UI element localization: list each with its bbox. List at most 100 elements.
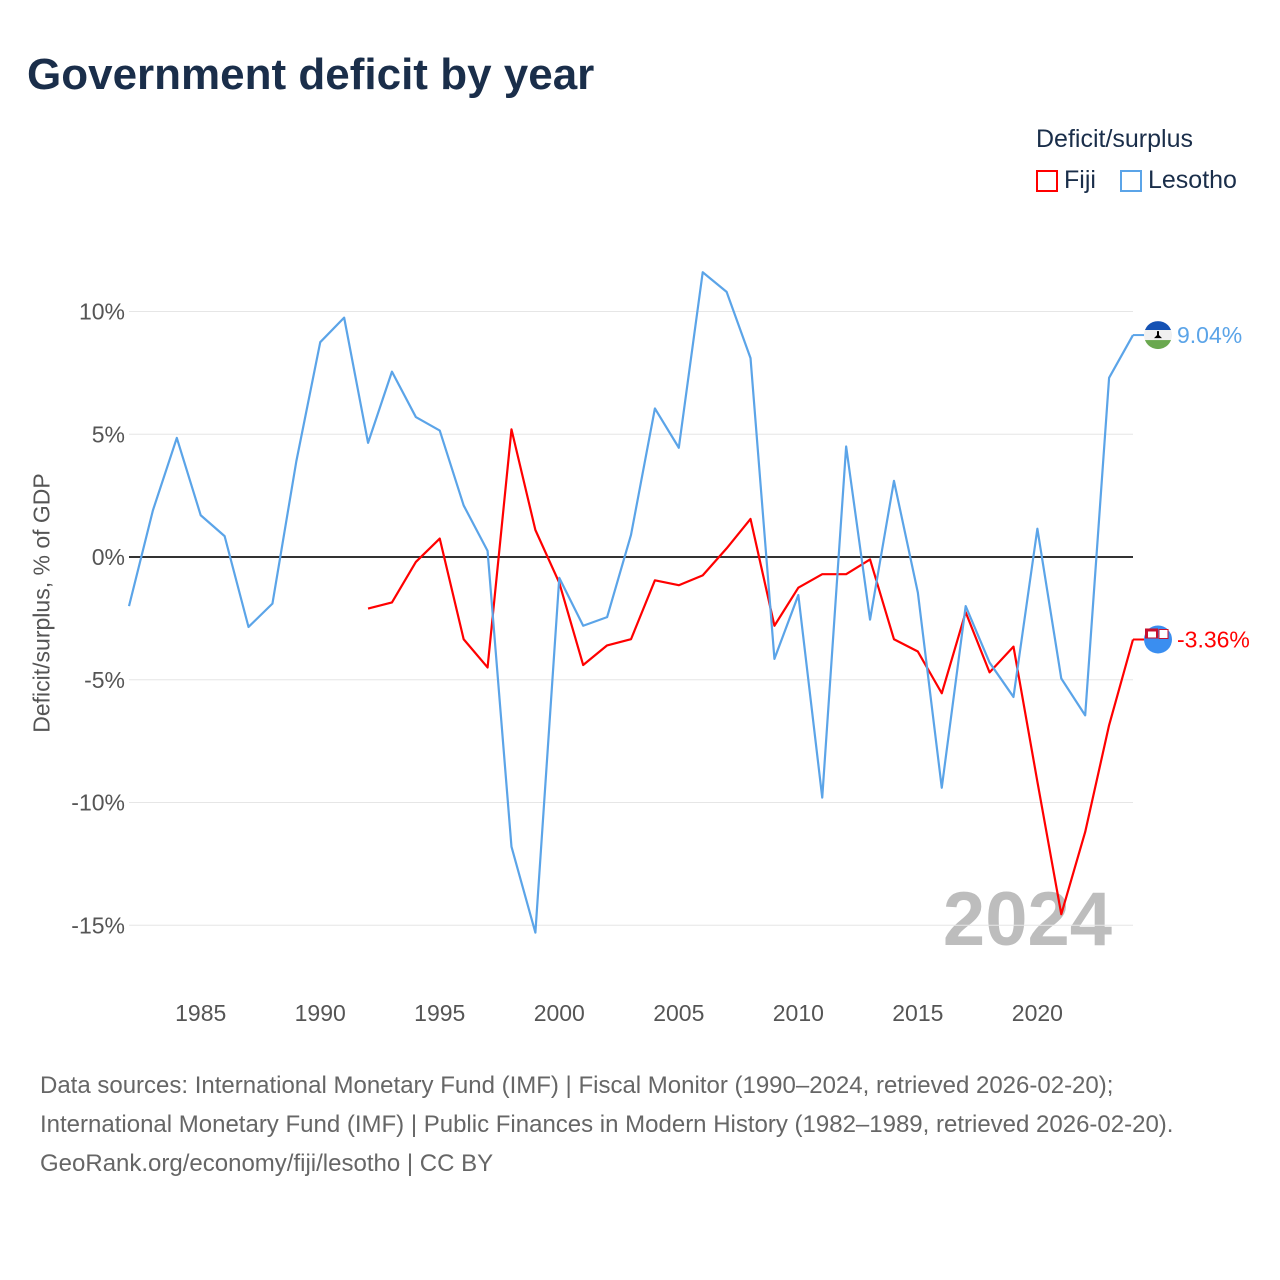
chart-title: Government deficit by year xyxy=(27,50,595,99)
x-tick-label: 1985 xyxy=(175,1000,226,1026)
footer: Data sources: International Monetary Fun… xyxy=(40,1066,1240,1183)
data-point-lesotho[interactable] xyxy=(389,369,395,375)
data-point-lesotho[interactable] xyxy=(341,315,347,321)
x-tick-label: 2005 xyxy=(653,1000,704,1026)
data-point-fiji[interactable] xyxy=(485,664,491,670)
series-line-fiji[interactable] xyxy=(367,428,1135,916)
data-point-lesotho[interactable] xyxy=(461,502,467,508)
data-point-lesotho[interactable] xyxy=(748,355,754,361)
data-point-lesotho[interactable] xyxy=(700,269,706,275)
x-tick-label: 2000 xyxy=(534,1000,585,1026)
data-point-fiji[interactable] xyxy=(508,426,514,432)
legend-item-fiji[interactable]: Fiji xyxy=(1036,166,1096,195)
end-label-fiji: -3.36% xyxy=(1177,626,1250,652)
y-tick-label: -5% xyxy=(84,667,125,693)
data-point-lesotho[interactable] xyxy=(843,444,849,450)
legend-swatch-fiji xyxy=(1036,169,1058,192)
data-point-lesotho[interactable] xyxy=(963,603,969,609)
data-point-fiji[interactable] xyxy=(843,571,849,577)
data-point-lesotho[interactable] xyxy=(676,445,682,451)
data-point-lesotho[interactable] xyxy=(485,548,491,554)
data-point-fiji[interactable] xyxy=(939,690,945,696)
legend-title: Deficit/surplus xyxy=(1036,125,1193,153)
data-point-lesotho[interactable] xyxy=(126,603,132,609)
data-point-lesotho[interactable] xyxy=(819,795,825,801)
data-point-fiji[interactable] xyxy=(628,636,634,642)
data-point-fiji[interactable] xyxy=(365,606,371,612)
data-point-lesotho[interactable] xyxy=(437,428,443,434)
data-point-fiji[interactable] xyxy=(1034,779,1040,785)
data-point-lesotho[interactable] xyxy=(1010,694,1016,700)
data-point-lesotho[interactable] xyxy=(795,592,801,598)
data-point-lesotho[interactable] xyxy=(652,405,658,411)
data-point-lesotho[interactable] xyxy=(365,440,371,446)
data-point-fiji[interactable] xyxy=(724,545,730,551)
data-point-fiji[interactable] xyxy=(1082,829,1088,835)
data-point-lesotho[interactable] xyxy=(222,533,228,539)
legend-label-fiji: Fiji xyxy=(1064,166,1096,194)
x-tick-label: 2015 xyxy=(892,1000,943,1026)
data-point-lesotho[interactable] xyxy=(269,601,275,607)
data-point-fiji[interactable] xyxy=(867,556,873,562)
year-watermark: 2024 xyxy=(943,877,1112,962)
data-point-fiji[interactable] xyxy=(604,642,610,648)
data-point-fiji[interactable] xyxy=(437,536,443,542)
data-point-lesotho[interactable] xyxy=(1034,526,1040,532)
data-point-fiji[interactable] xyxy=(795,585,801,591)
flag-fiji-icon xyxy=(1144,625,1172,654)
data-point-fiji[interactable] xyxy=(580,662,586,668)
data-point-fiji[interactable] xyxy=(891,636,897,642)
data-point-lesotho[interactable] xyxy=(532,930,538,936)
data-point-lesotho[interactable] xyxy=(771,656,777,662)
x-tick-label: 1995 xyxy=(414,1000,465,1026)
flag-lesotho-icon xyxy=(1144,321,1172,350)
data-point-lesotho[interactable] xyxy=(891,478,897,484)
data-point-lesotho[interactable] xyxy=(724,289,730,295)
data-point-fiji[interactable] xyxy=(915,649,921,655)
data-point-lesotho[interactable] xyxy=(604,614,610,620)
data-point-lesotho[interactable] xyxy=(939,785,945,791)
data-point-fiji[interactable] xyxy=(700,572,706,578)
data-point-fiji[interactable] xyxy=(1106,722,1112,728)
data-point-lesotho[interactable] xyxy=(508,844,514,850)
data-point-lesotho[interactable] xyxy=(580,623,586,629)
data-sources: Data sources: International Monetary Fun… xyxy=(40,1072,1174,1138)
data-point-fiji[interactable] xyxy=(748,516,754,522)
data-point-fiji[interactable] xyxy=(819,571,825,577)
data-point-lesotho[interactable] xyxy=(174,435,180,441)
data-point-lesotho[interactable] xyxy=(987,660,993,666)
data-point-lesotho[interactable] xyxy=(150,507,156,513)
data-point-fiji[interactable] xyxy=(1058,911,1064,917)
credit-link[interactable]: GeoRank.org/economy/fiji/lesotho | CC BY xyxy=(40,1150,494,1177)
end-label-lesotho: 9.04% xyxy=(1177,322,1242,348)
data-point-lesotho[interactable] xyxy=(556,575,562,581)
data-point-lesotho[interactable] xyxy=(1058,676,1064,682)
data-point-lesotho[interactable] xyxy=(1106,375,1112,381)
data-point-lesotho[interactable] xyxy=(246,624,252,630)
data-point-lesotho[interactable] xyxy=(628,532,634,538)
data-point-fiji[interactable] xyxy=(389,599,395,605)
data-point-fiji[interactable] xyxy=(461,636,467,642)
y-tick-label: 10% xyxy=(79,299,125,325)
x-tick-label: 2010 xyxy=(773,1000,824,1026)
data-point-lesotho[interactable] xyxy=(867,617,873,623)
y-tick-label: 5% xyxy=(92,421,125,447)
legend-item-lesotho[interactable]: Lesotho xyxy=(1120,166,1237,195)
data-point-lesotho[interactable] xyxy=(198,512,204,518)
data-point-fiji[interactable] xyxy=(987,669,993,675)
data-point-fiji[interactable] xyxy=(532,527,538,533)
data-point-fiji[interactable] xyxy=(652,577,658,583)
x-tick-label: 1990 xyxy=(295,1000,346,1026)
data-point-lesotho[interactable] xyxy=(915,590,921,596)
data-point-lesotho[interactable] xyxy=(317,339,323,345)
series-line-lesotho[interactable] xyxy=(127,271,1134,934)
data-point-fiji[interactable] xyxy=(676,582,682,588)
data-point-fiji[interactable] xyxy=(1010,644,1016,650)
y-tick-label: 0% xyxy=(92,544,125,570)
data-point-fiji[interactable] xyxy=(413,559,419,565)
data-point-lesotho[interactable] xyxy=(1082,712,1088,718)
legend-label-lesotho: Lesotho xyxy=(1148,166,1237,194)
data-point-lesotho[interactable] xyxy=(293,458,299,464)
data-point-lesotho[interactable] xyxy=(413,414,419,420)
